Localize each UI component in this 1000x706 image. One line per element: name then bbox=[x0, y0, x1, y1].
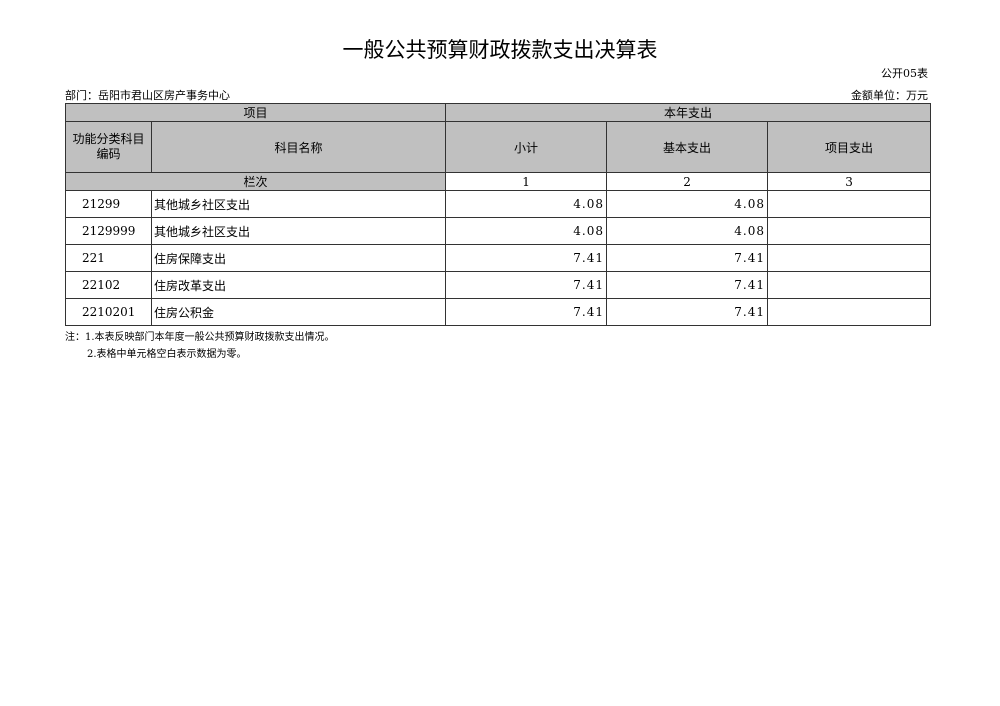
cell-subtotal: 4.08 bbox=[445, 190, 608, 218]
department-label: 部门：岳阳市君山区房产事务中心 bbox=[65, 89, 230, 102]
cell-basic: 7.41 bbox=[606, 271, 769, 299]
col-index-1: 1 bbox=[445, 172, 608, 191]
header-subtotal: 小计 bbox=[445, 121, 608, 173]
header-current-year: 本年支出 bbox=[445, 103, 932, 122]
form-number: 公开05表 bbox=[881, 67, 928, 80]
expenditure-table: 项目 本年支出 功能分类科目编码 科目名称 小计 基本支出 项目支出 栏次 1 … bbox=[64, 103, 932, 326]
cell-subtotal: 7.41 bbox=[445, 244, 608, 272]
cell-basic: 4.08 bbox=[606, 190, 769, 218]
cell-name: 住房改革支出 bbox=[150, 271, 447, 299]
cell-code: 221 bbox=[65, 244, 152, 272]
page-title: 一般公共预算财政拨款支出决算表 bbox=[342, 38, 658, 62]
header-name: 科目名称 bbox=[150, 121, 447, 173]
cell-subtotal: 4.08 bbox=[445, 217, 608, 245]
cell-basic: 7.41 bbox=[606, 298, 769, 326]
cell-name: 住房保障支出 bbox=[150, 244, 447, 272]
cell-name: 住房公积金 bbox=[150, 298, 447, 326]
table-row: 22102 住房改革支出 7.41 7.41 bbox=[65, 271, 932, 299]
notes: 注：1.本表反映部门本年度一般公共预算财政拨款支出情况。 2.表格中单元格空白表… bbox=[65, 329, 335, 363]
cell-subtotal: 7.41 bbox=[445, 298, 608, 326]
cell-project bbox=[767, 244, 932, 272]
note-1: 注：1.本表反映部门本年度一般公共预算财政拨款支出情况。 bbox=[65, 332, 335, 343]
cell-project bbox=[767, 217, 932, 245]
header-column-index: 栏次 bbox=[64, 172, 447, 191]
table-row: 2210201 住房公积金 7.41 7.41 bbox=[65, 298, 932, 326]
table-row: 221 住房保障支出 7.41 7.41 bbox=[65, 244, 932, 272]
unit-label: 金额单位：万元 bbox=[851, 89, 928, 102]
cell-basic: 4.08 bbox=[606, 217, 769, 245]
header-basic: 基本支出 bbox=[606, 121, 769, 173]
cell-basic: 7.41 bbox=[606, 244, 769, 272]
col-index-2: 2 bbox=[606, 172, 769, 191]
cell-project bbox=[767, 298, 932, 326]
cell-name: 其他城乡社区支出 bbox=[150, 217, 447, 245]
header-project: 项目 bbox=[64, 103, 447, 122]
cell-subtotal: 7.41 bbox=[445, 271, 608, 299]
col-index-3: 3 bbox=[767, 172, 932, 191]
cell-code: 21299 bbox=[65, 190, 152, 218]
table-row: 2129999 其他城乡社区支出 4.08 4.08 bbox=[65, 217, 932, 245]
cell-name: 其他城乡社区支出 bbox=[150, 190, 447, 218]
cell-code: 2210201 bbox=[65, 298, 152, 326]
cell-code: 2129999 bbox=[65, 217, 152, 245]
cell-project bbox=[767, 271, 932, 299]
cell-project bbox=[767, 190, 932, 218]
header-code: 功能分类科目编码 bbox=[65, 121, 152, 173]
table-row: 21299 其他城乡社区支出 4.08 4.08 bbox=[65, 190, 932, 218]
cell-code: 22102 bbox=[65, 271, 152, 299]
note-2: 2.表格中单元格空白表示数据为零。 bbox=[87, 349, 247, 360]
header-project-exp: 项目支出 bbox=[767, 121, 932, 173]
